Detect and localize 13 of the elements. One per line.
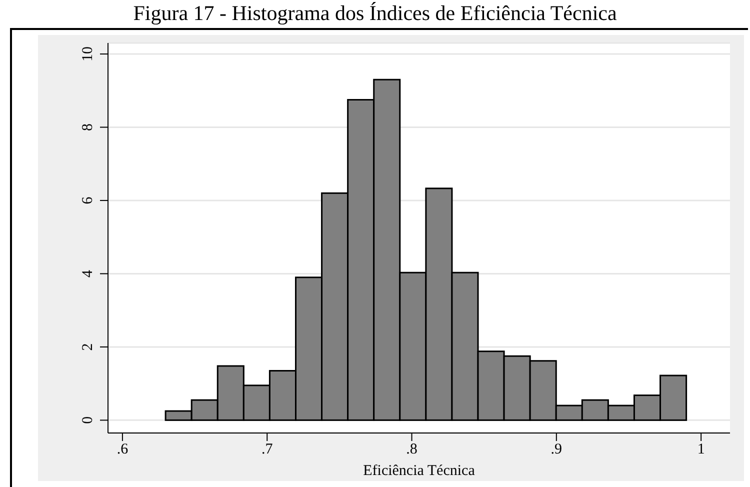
x-axis-title: Eficiência Técnica	[363, 463, 476, 479]
y-tick-label: 2	[80, 343, 96, 351]
x-tick-label: .8	[406, 442, 418, 458]
x-tick-label: .7	[261, 442, 274, 458]
x-tick-label: .6	[116, 442, 129, 458]
x-tick-label: .9	[550, 442, 562, 458]
x-tick-label: 1	[697, 442, 705, 458]
chart-title: Figura 17 - Histograma dos Índices de Eficiência Técnica	[132, 0, 618, 26]
y-tick-label: 6	[80, 196, 96, 204]
y-tick-label: 4	[80, 269, 96, 278]
y-tick-label: 8	[80, 123, 96, 131]
y-tick-label: 10	[80, 46, 96, 62]
y-tick-label: 0	[80, 416, 96, 424]
